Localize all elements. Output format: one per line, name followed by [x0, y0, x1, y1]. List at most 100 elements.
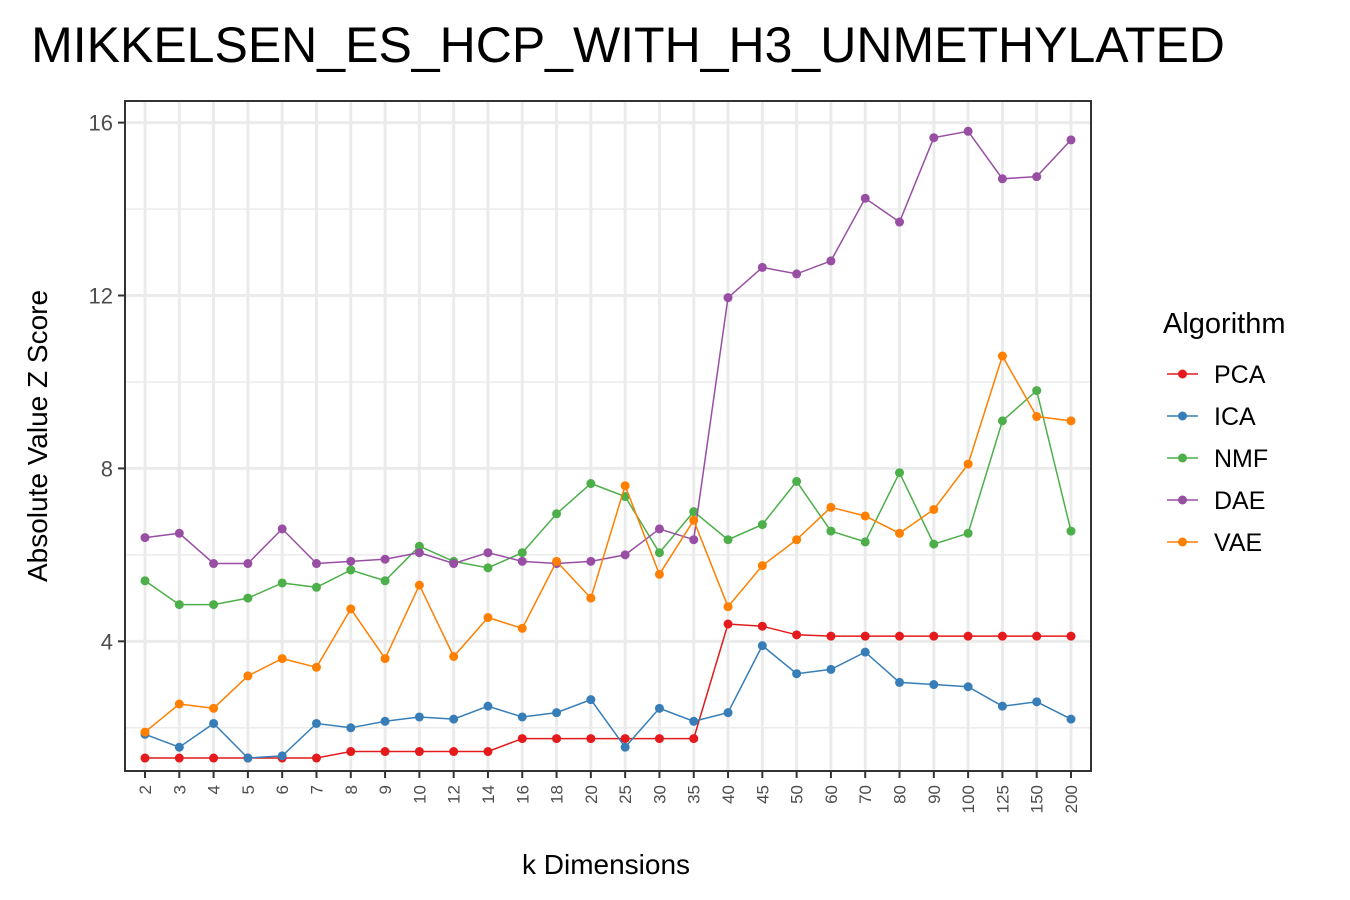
data-point-dae — [1066, 135, 1076, 145]
data-point-nmf — [277, 578, 287, 588]
data-point-vae — [895, 528, 905, 538]
y-axis-title: Absolute Value Z Score — [22, 290, 53, 582]
data-point-vae — [620, 481, 630, 491]
series-line-dae — [144, 130, 1072, 565]
data-point-ica — [997, 701, 1007, 711]
data-point-ica — [552, 708, 562, 718]
data-point-vae — [174, 699, 184, 709]
data-point-nmf — [380, 576, 390, 586]
legend-key-point — [1178, 369, 1187, 379]
data-point-vae — [654, 569, 664, 579]
data-point-dae — [483, 548, 493, 558]
data-point-ica — [826, 664, 836, 674]
data-point-pca — [1032, 631, 1042, 641]
data-point-nmf — [414, 541, 424, 551]
data-point-vae — [277, 654, 287, 664]
data-point-ica — [620, 742, 630, 752]
y-tick-label: 8 — [101, 456, 113, 481]
x-axis-title: k Dimensions — [522, 849, 690, 880]
x-tick-label: 150 — [1028, 785, 1047, 813]
data-point-nmf — [757, 520, 767, 530]
data-point-pca — [517, 734, 527, 744]
series-vae — [140, 351, 1076, 737]
series-dae — [140, 126, 1076, 569]
data-point-vae — [552, 556, 562, 566]
x-tick-label: 20 — [582, 785, 601, 804]
data-point-ica — [209, 718, 219, 728]
data-point-vae — [963, 459, 973, 469]
x-tick-label: 14 — [479, 785, 498, 804]
data-point-ica — [311, 718, 321, 728]
data-point-pca — [620, 734, 630, 744]
x-tick-label: 70 — [856, 785, 875, 804]
legend-item-dae: DAE — [1167, 487, 1265, 515]
data-point-pca — [963, 631, 973, 641]
x-tick-label: 3 — [170, 785, 189, 794]
x-tick-label: 60 — [822, 785, 841, 804]
data-point-dae — [586, 556, 596, 566]
data-point-dae — [860, 193, 870, 203]
data-point-ica — [895, 677, 905, 687]
data-point-vae — [860, 511, 870, 521]
data-point-ica — [380, 716, 390, 726]
data-point-ica — [1032, 697, 1042, 707]
data-point-nmf — [689, 507, 699, 517]
data-point-ica — [792, 669, 802, 679]
x-tick-label: 40 — [719, 785, 738, 804]
data-point-pca — [483, 747, 493, 757]
data-point-dae — [380, 554, 390, 564]
data-point-pca — [689, 734, 699, 744]
data-point-pca — [552, 734, 562, 744]
data-point-vae — [483, 613, 493, 623]
data-point-vae — [757, 561, 767, 571]
data-point-pca — [654, 734, 664, 744]
data-point-dae — [895, 217, 905, 227]
data-point-ica — [654, 703, 664, 713]
data-point-pca — [929, 631, 939, 641]
data-point-dae — [757, 262, 767, 272]
data-point-ica — [723, 708, 733, 718]
x-tick-label: 5 — [239, 785, 258, 794]
data-point-pca — [346, 747, 356, 757]
data-point-pca — [311, 753, 321, 763]
x-tick-label: 4 — [205, 785, 224, 794]
x-axis: 2 3 4 5 6 7 8 9 10 12 14 16 18 20 25 30 35 40 45 50 60 70 80 90… — [136, 771, 1081, 813]
grid — [125, 101, 1091, 771]
plot-panel — [124, 100, 1092, 772]
legend-label: PCA — [1214, 361, 1266, 389]
x-tick-label: 8 — [342, 785, 361, 794]
data-point-dae — [963, 126, 973, 136]
data-point-pca — [586, 734, 596, 744]
data-point-dae — [792, 269, 802, 279]
data-point-nmf — [895, 468, 905, 478]
data-point-nmf — [174, 600, 184, 610]
data-point-vae — [449, 651, 459, 661]
data-point-nmf — [209, 600, 219, 610]
x-tick-label: 6 — [273, 785, 292, 794]
data-point-nmf — [929, 539, 939, 549]
data-point-dae — [243, 559, 253, 569]
data-point-nmf — [346, 565, 356, 575]
x-tick-label: 80 — [891, 785, 910, 804]
data-point-vae — [1032, 412, 1042, 422]
x-tick-label: 200 — [1062, 785, 1081, 813]
data-point-pca — [380, 747, 390, 757]
data-point-dae — [929, 133, 939, 143]
series-nmf — [140, 386, 1076, 610]
x-tick-label: 45 — [753, 785, 772, 804]
legend-label: DAE — [1214, 487, 1265, 515]
data-point-vae — [346, 604, 356, 614]
legend-item-ica: ICA — [1167, 403, 1256, 431]
legend-key-point — [1178, 495, 1187, 505]
data-point-vae — [414, 580, 424, 590]
data-point-ica — [1066, 714, 1076, 724]
data-point-ica — [414, 712, 424, 722]
data-point-ica — [860, 647, 870, 657]
data-point-dae — [209, 559, 219, 569]
data-point-ica — [483, 701, 493, 711]
data-point-pca — [209, 753, 219, 763]
data-point-nmf — [997, 416, 1007, 426]
data-point-nmf — [311, 582, 321, 592]
x-tick-label: 50 — [788, 785, 807, 804]
